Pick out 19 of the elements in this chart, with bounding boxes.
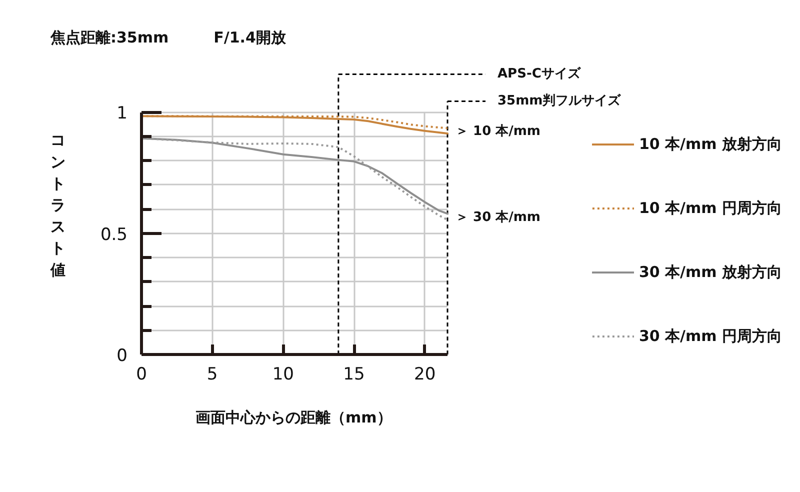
legend-label: 10 本/mm 放射方向 — [638, 134, 782, 154]
legend-label: 30 本/mm 円周方向 — [638, 326, 782, 346]
y-tick-label: 1 — [116, 104, 128, 124]
chart-title: 焦点距離:35mm F/1.4開放 — [50, 28, 287, 46]
x-tick-label: 20 — [414, 364, 436, 384]
ref-line-label: 35mm判フルサイズ — [498, 94, 622, 109]
annotation: ＞ 30 本/mm — [456, 210, 540, 226]
y-axis-title: コントラスト値 — [49, 131, 66, 279]
legend-label: 10 本/mm 円周方向 — [638, 198, 782, 218]
x-tick-label: 5 — [206, 364, 218, 384]
x-tick-label: 0 — [136, 364, 147, 384]
x-tick-label: 10 — [272, 364, 294, 384]
legend-label: 30 本/mm 放射方向 — [638, 262, 782, 282]
y-tick-label: 0.5 — [100, 224, 128, 245]
x-tick-label: 15 — [343, 364, 365, 384]
ref-line-label: APS-Cサイズ — [498, 66, 582, 82]
y-tick-label: 0 — [116, 346, 128, 366]
x-axis-title: 画面中心からの距離（mm） — [196, 408, 392, 426]
annotation: ＞ 10 本/mm — [456, 124, 540, 140]
